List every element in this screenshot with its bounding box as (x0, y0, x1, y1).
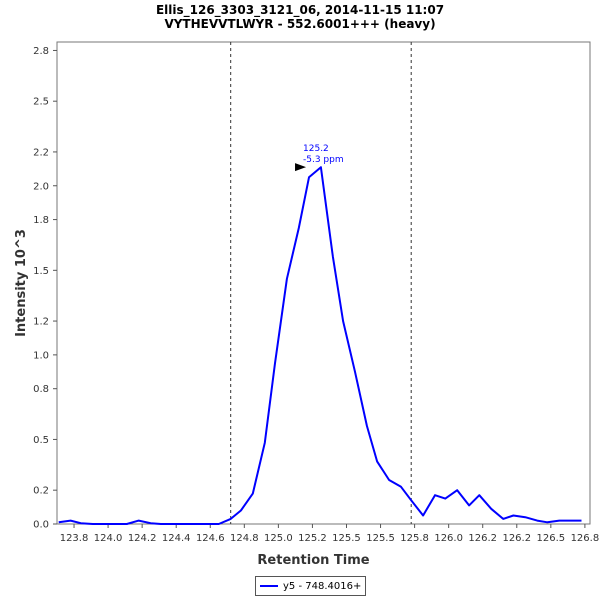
y-tick-label: 2.2 (33, 147, 49, 158)
x-tick-label: 126.0 (434, 533, 463, 544)
series-line (58, 166, 582, 525)
y-tick-label: 2.5 (33, 97, 49, 108)
y-tick-label: 1.2 (33, 317, 49, 328)
x-tick-label: 125.5 (366, 533, 395, 544)
peak-annotation-rt: 125.2 (303, 144, 329, 154)
x-axis-label: Retention Time (257, 553, 369, 568)
peak-annotation-ppm: -5.3 ppm (303, 155, 344, 165)
y-tick-label: 2.0 (33, 181, 49, 192)
y-tick-label: 1.5 (33, 266, 49, 277)
x-tick-label: 126.2 (502, 533, 531, 544)
legend: y5 - 748.4016+ (255, 576, 367, 596)
peak-marker (295, 163, 307, 172)
x-tick-label: 124.4 (162, 533, 191, 544)
x-tick-label: 125.8 (400, 533, 429, 544)
x-tick-label: 126.5 (537, 533, 566, 544)
x-tick-label: 124.6 (196, 533, 225, 544)
y-tick-label: 2.8 (33, 46, 49, 57)
x-tick-label: 126.8 (571, 533, 600, 544)
legend-swatch (260, 585, 278, 587)
plot-area (56, 41, 591, 525)
legend-label: y5 - 748.4016+ (283, 580, 362, 592)
y-tick-label: 1.0 (33, 350, 49, 361)
y-axis-label: Intensity 10^3 (14, 229, 29, 337)
x-tick-label: 124.0 (94, 533, 123, 544)
y-tick-label: 0.8 (33, 384, 49, 395)
chart-subtitle: VYTHEVVTLWYR - 552.6001+++ (heavy) (164, 17, 436, 31)
chart-title: Ellis_126_3303_3121_06, 2014-11-15 11:07 (155, 3, 445, 17)
y-tick-label: 0.2 (33, 486, 49, 497)
x-tick-label: 123.8 (60, 533, 89, 544)
y-tick-label: 1.8 (33, 215, 49, 226)
x-tick-label: 124.8 (230, 533, 259, 544)
x-tick-label: 126.2 (468, 533, 497, 544)
x-tick-label: 124.2 (128, 533, 157, 544)
x-tick-label: 125.2 (298, 533, 327, 544)
x-tick-label: 125.5 (332, 533, 361, 544)
y-tick-label: 0.0 (33, 520, 49, 531)
x-tick-label: 125.0 (264, 533, 293, 544)
y-tick-label: 0.5 (33, 435, 49, 446)
